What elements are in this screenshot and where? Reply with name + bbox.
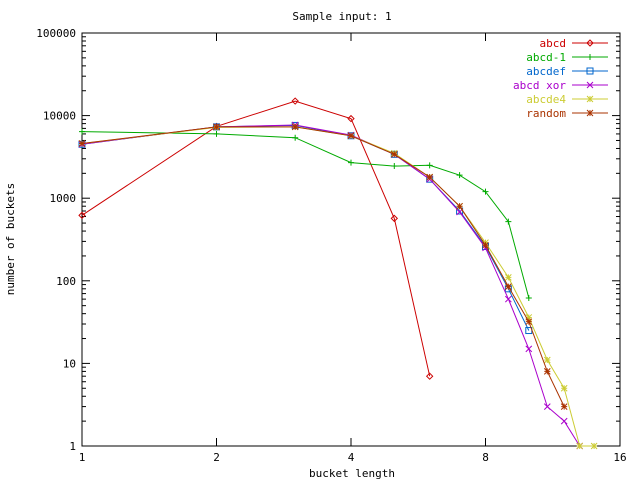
x-tick-label: 2: [213, 451, 220, 464]
y-tick-label: 1000: [50, 192, 77, 205]
data-point: [482, 188, 489, 195]
x-axis-label: bucket length: [309, 467, 395, 480]
data-point: [543, 403, 551, 410]
x-tick-label: 1: [79, 451, 86, 464]
legend-label: abcd-1: [526, 51, 566, 64]
data-point: [543, 356, 551, 364]
data-point: [525, 345, 533, 353]
series-abcdef: [78, 121, 533, 335]
series-group: [78, 97, 598, 450]
legend-entry: abcde4: [526, 93, 608, 106]
chart-title: Sample input: 1: [292, 10, 391, 23]
data-point: [390, 214, 399, 223]
legend-label: abcdef: [526, 65, 566, 78]
data-point: [456, 172, 463, 179]
data-point: [560, 403, 568, 410]
series-abcde4: [78, 123, 598, 450]
data-point: [560, 417, 568, 425]
legend-label: random: [526, 107, 566, 120]
data-point: [213, 130, 220, 137]
data-point: [590, 442, 598, 450]
x-tick-label: 8: [482, 451, 489, 464]
data-point: [543, 368, 551, 375]
series-abcd: [78, 97, 434, 380]
legend-marker: [586, 109, 594, 117]
series-line: [81, 100, 431, 377]
legend-marker: [586, 95, 594, 103]
data-point: [391, 163, 398, 170]
data-point: [426, 162, 433, 169]
y-tick-label: 1: [69, 440, 76, 453]
legend-entry: abcdef: [526, 65, 608, 78]
data-point: [505, 295, 512, 303]
series-line: [81, 126, 565, 407]
data-point: [78, 211, 86, 220]
series-line: [81, 126, 595, 447]
data-point: [505, 218, 512, 225]
legend-marker: [586, 67, 594, 75]
data-point: [213, 123, 220, 131]
data-point: [576, 442, 584, 450]
legend-entry: abcd xor: [513, 79, 608, 92]
data-point: [482, 241, 489, 249]
y-tick-label: 100: [56, 275, 76, 288]
data-point: [456, 202, 463, 210]
legend-marker: [586, 81, 594, 89]
legend-label: abcde4: [526, 93, 566, 106]
legend-entry: abcd-1: [526, 51, 608, 64]
data-point: [348, 159, 354, 166]
data-point: [525, 314, 533, 321]
data-point: [291, 97, 299, 105]
data-point: [292, 134, 299, 141]
data-point: [525, 318, 533, 326]
data-point: [79, 128, 85, 135]
legend-marker: [587, 54, 593, 60]
data-point: [347, 114, 355, 123]
y-axis-label: number of buckets: [4, 183, 17, 296]
data-point: [347, 132, 355, 140]
x-tick-label: 16: [613, 451, 626, 464]
legend-entry: random: [526, 107, 608, 120]
legend-label: abcd xor: [513, 79, 566, 92]
data-point: [505, 274, 512, 281]
y-tick-label: 10000: [43, 110, 76, 123]
data-point: [390, 150, 398, 158]
legend-label: abcd: [540, 37, 567, 50]
y-tick-label: 100000: [36, 27, 76, 40]
axes: 1 10 100 1000 10000 100000 1 2 4 8 16: [36, 27, 626, 464]
x-tick-label: 4: [348, 451, 355, 464]
series-abcd-1: [79, 128, 532, 301]
y-tick-label: 10: [63, 357, 76, 370]
data-point: [425, 372, 434, 380]
data-point: [525, 294, 532, 301]
series-random: [78, 123, 568, 410]
legend-marker: [586, 39, 594, 47]
data-point: [78, 140, 86, 147]
series-line: [81, 124, 530, 331]
data-point: [426, 173, 434, 181]
data-point: [560, 384, 568, 392]
data-point: [505, 283, 512, 290]
data-point: [291, 123, 299, 131]
legend-entry: abcd: [540, 37, 608, 50]
